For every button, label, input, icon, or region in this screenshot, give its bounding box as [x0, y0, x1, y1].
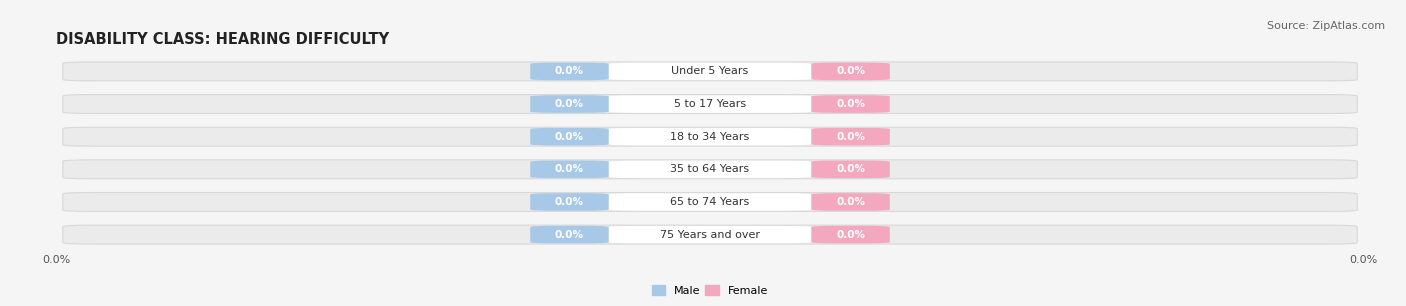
- Text: 0.0%: 0.0%: [837, 230, 865, 240]
- FancyBboxPatch shape: [530, 128, 609, 145]
- FancyBboxPatch shape: [63, 95, 1357, 114]
- Text: 75 Years and over: 75 Years and over: [659, 230, 761, 240]
- Text: 0.0%: 0.0%: [837, 132, 865, 142]
- FancyBboxPatch shape: [811, 95, 890, 113]
- FancyBboxPatch shape: [609, 63, 811, 80]
- Text: 0.0%: 0.0%: [837, 197, 865, 207]
- Text: 0.0%: 0.0%: [837, 66, 865, 76]
- FancyBboxPatch shape: [609, 193, 811, 211]
- FancyBboxPatch shape: [63, 160, 1357, 179]
- FancyBboxPatch shape: [609, 161, 811, 178]
- Text: 0.0%: 0.0%: [555, 197, 583, 207]
- FancyBboxPatch shape: [530, 95, 609, 113]
- FancyBboxPatch shape: [63, 225, 1357, 244]
- Text: 0.0%: 0.0%: [555, 99, 583, 109]
- Text: 0.0%: 0.0%: [555, 230, 583, 240]
- FancyBboxPatch shape: [530, 63, 609, 80]
- FancyBboxPatch shape: [811, 193, 890, 211]
- FancyBboxPatch shape: [811, 161, 890, 178]
- FancyBboxPatch shape: [530, 193, 609, 211]
- FancyBboxPatch shape: [609, 95, 811, 113]
- FancyBboxPatch shape: [530, 161, 609, 178]
- Text: 0.0%: 0.0%: [555, 132, 583, 142]
- FancyBboxPatch shape: [609, 128, 811, 145]
- Text: 0.0%: 0.0%: [837, 164, 865, 174]
- FancyBboxPatch shape: [811, 128, 890, 145]
- FancyBboxPatch shape: [63, 62, 1357, 81]
- FancyBboxPatch shape: [530, 226, 609, 243]
- Text: 18 to 34 Years: 18 to 34 Years: [671, 132, 749, 142]
- Text: 35 to 64 Years: 35 to 64 Years: [671, 164, 749, 174]
- FancyBboxPatch shape: [811, 63, 890, 80]
- Text: 0.0%: 0.0%: [837, 99, 865, 109]
- Text: 5 to 17 Years: 5 to 17 Years: [673, 99, 747, 109]
- FancyBboxPatch shape: [811, 226, 890, 243]
- Text: 65 to 74 Years: 65 to 74 Years: [671, 197, 749, 207]
- Text: Source: ZipAtlas.com: Source: ZipAtlas.com: [1267, 21, 1385, 32]
- Text: DISABILITY CLASS: HEARING DIFFICULTY: DISABILITY CLASS: HEARING DIFFICULTY: [56, 32, 389, 47]
- FancyBboxPatch shape: [63, 127, 1357, 146]
- Text: 0.0%: 0.0%: [555, 66, 583, 76]
- FancyBboxPatch shape: [63, 192, 1357, 211]
- FancyBboxPatch shape: [609, 226, 811, 243]
- Text: Under 5 Years: Under 5 Years: [672, 66, 748, 76]
- Text: 0.0%: 0.0%: [555, 164, 583, 174]
- Legend: Male, Female: Male, Female: [648, 281, 772, 300]
